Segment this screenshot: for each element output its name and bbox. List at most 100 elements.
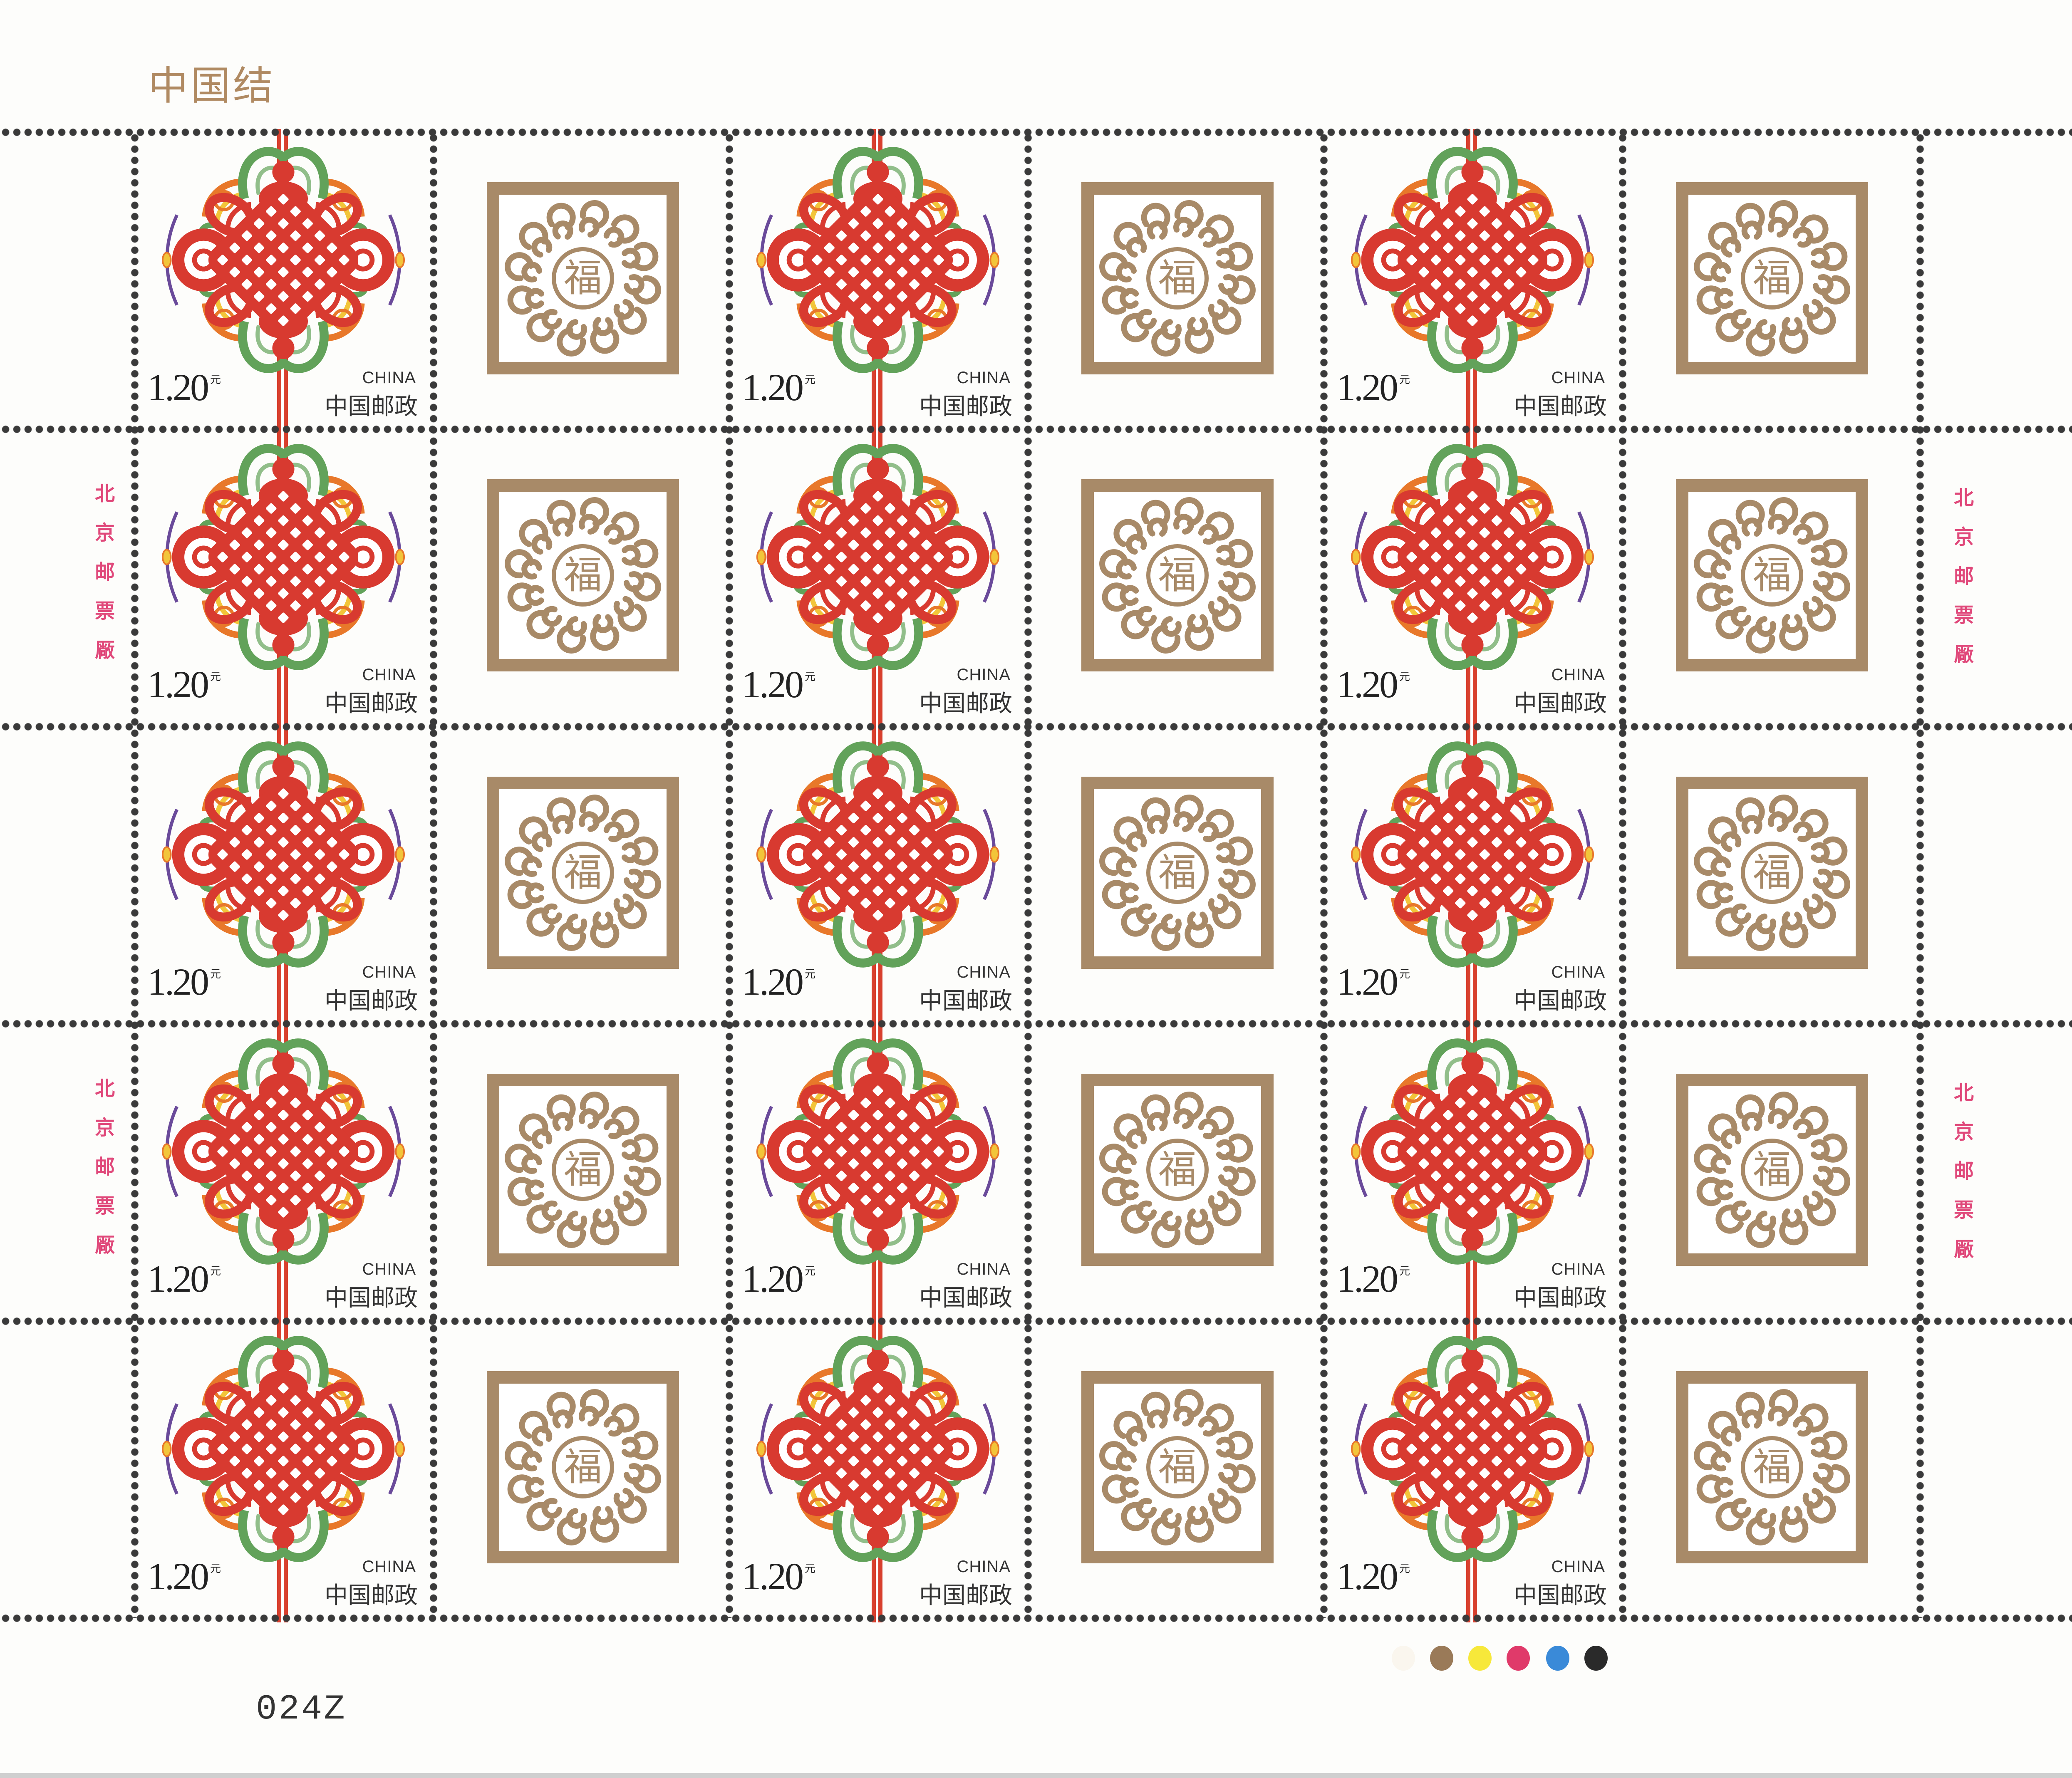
label-character: 福 xyxy=(1753,553,1791,597)
chinese-knot-icon xyxy=(1350,137,1595,383)
fu-pattern-icon: 福 xyxy=(1081,479,1274,671)
chinese-knot-icon xyxy=(1350,1326,1595,1572)
chinese-knot-icon xyxy=(161,137,406,383)
chinese-knot-icon xyxy=(161,1029,406,1274)
stamp: 1.20 元 CHINA 中国邮政 xyxy=(1324,727,1622,1024)
stamp-value-number: 1.20 xyxy=(1336,1258,1398,1300)
stamp-value-unit: 元 xyxy=(805,671,816,683)
imprint-character: 京 xyxy=(94,521,115,545)
serial-number: 024Z xyxy=(256,1690,347,1729)
stamp-value-number: 1.20 xyxy=(742,366,804,409)
perforation-row xyxy=(0,1613,2072,1624)
imprint-character: 北 xyxy=(94,482,115,505)
personalized-label: 福 xyxy=(1623,132,1921,429)
imprint-character: 京 xyxy=(1953,1120,1974,1144)
imprint-character: 票 xyxy=(1953,604,1974,627)
personalized-label: 福 xyxy=(1028,1321,1326,1618)
perforation-column xyxy=(428,132,439,1618)
fu-pattern-icon: 福 xyxy=(487,479,679,671)
fu-pattern-icon: 福 xyxy=(1081,1371,1274,1563)
stamp-issuer: 中国邮政 xyxy=(919,1285,1012,1312)
stamp-value-number: 1.20 xyxy=(147,961,209,1003)
fu-pattern-icon: 福 xyxy=(487,1371,679,1563)
stamp-value-unit: 元 xyxy=(210,1563,221,1575)
stamp-value-unit: 元 xyxy=(805,1265,816,1277)
stamp-issuer: 中国邮政 xyxy=(325,690,418,717)
stamp-value: 1.20 元 xyxy=(147,960,221,1004)
personalized-label: 福 xyxy=(434,429,731,726)
stamp-value-number: 1.20 xyxy=(1336,366,1398,409)
personalized-label: 福 xyxy=(1028,132,1326,429)
stamp: 1.20 元 CHINA 中国邮政 xyxy=(729,132,1027,429)
imprint-character: 票 xyxy=(94,1194,115,1218)
stamp-issuer: 中国邮政 xyxy=(1514,690,1607,717)
imprint-character: 厰 xyxy=(1953,1238,1974,1261)
stamp-country: CHINA xyxy=(957,666,1011,684)
stamp-value: 1.20 元 xyxy=(147,662,221,706)
stamp-value-number: 1.20 xyxy=(147,663,209,706)
stamp-issuer: 中国邮政 xyxy=(1514,988,1607,1015)
color-register-dot xyxy=(1468,1646,1492,1671)
stamp: 1.20 元 CHINA 中国邮政 xyxy=(729,1321,1027,1618)
stamp-value-number: 1.20 xyxy=(147,1555,209,1597)
stamp-issuer: 中国邮政 xyxy=(919,1582,1012,1609)
stamp-value: 1.20 元 xyxy=(147,1257,221,1301)
fu-pattern-icon: 福 xyxy=(487,777,679,969)
perforation-column xyxy=(1023,132,1034,1618)
stamp: 1.20 元 CHINA 中国邮政 xyxy=(135,727,433,1024)
stamp-country: CHINA xyxy=(362,1558,416,1576)
imprint-character: 邮 xyxy=(94,560,115,584)
stamp-value: 1.20 元 xyxy=(742,960,815,1004)
personalized-label: 福 xyxy=(1623,1321,1921,1618)
stamp-country: CHINA xyxy=(1551,1558,1605,1576)
stamp-value-unit: 元 xyxy=(210,968,221,980)
stamp-value: 1.20 元 xyxy=(742,365,815,409)
stamp-value-unit: 元 xyxy=(210,671,221,683)
label-character: 福 xyxy=(564,553,602,597)
perforation-column xyxy=(1915,132,1926,1618)
sheet-edge xyxy=(0,1773,2072,1778)
stamp-value: 1.20 元 xyxy=(1336,960,1410,1004)
chinese-knot-icon xyxy=(161,1326,406,1572)
stamp-value: 1.20 元 xyxy=(742,1554,815,1598)
label-character: 福 xyxy=(1158,553,1197,597)
color-register-dot xyxy=(1507,1646,1530,1671)
personalized-label: 福 xyxy=(434,727,731,1024)
label-character: 福 xyxy=(564,256,602,300)
stamp-value: 1.20 元 xyxy=(147,1554,221,1598)
stamp-value-number: 1.20 xyxy=(1336,663,1398,706)
stamp-value-number: 1.20 xyxy=(742,663,804,706)
label-character: 福 xyxy=(564,1445,602,1489)
label-character: 福 xyxy=(1753,1147,1791,1192)
stamp-value-unit: 元 xyxy=(1399,1265,1410,1277)
stamp-value-unit: 元 xyxy=(210,374,221,386)
stamp-value: 1.20 元 xyxy=(1336,1554,1410,1598)
stamp-value-unit: 元 xyxy=(805,1563,816,1575)
imprint-character: 北 xyxy=(94,1077,115,1100)
stamp: 1.20 元 CHINA 中国邮政 xyxy=(729,1024,1027,1321)
printer-imprint: 北京邮票厰 xyxy=(92,474,117,670)
label-character: 福 xyxy=(1158,256,1197,300)
stamp-value: 1.20 元 xyxy=(1336,662,1410,706)
perforation-row xyxy=(0,1316,2072,1327)
imprint-character: 厰 xyxy=(1953,643,1974,666)
fu-pattern-icon: 福 xyxy=(1676,1074,1868,1266)
stamp-value-number: 1.20 xyxy=(742,1555,804,1597)
fu-pattern-icon: 福 xyxy=(1081,182,1274,374)
stamp-country: CHINA xyxy=(362,963,416,981)
stamp-value-number: 1.20 xyxy=(147,1258,209,1300)
stamp: 1.20 元 CHINA 中国邮政 xyxy=(1324,132,1622,429)
personalized-label: 福 xyxy=(1028,429,1326,726)
stamp-country: CHINA xyxy=(362,1260,416,1278)
chinese-knot-icon xyxy=(1350,434,1595,680)
imprint-character: 邮 xyxy=(1953,565,1974,588)
stamp-issuer: 中国邮政 xyxy=(1514,1285,1607,1312)
color-register-dot xyxy=(1584,1646,1608,1671)
perforation-column xyxy=(1319,132,1329,1618)
stamp-issuer: 中国邮政 xyxy=(919,690,1012,717)
stamp-country: CHINA xyxy=(362,369,416,387)
color-register-dot xyxy=(1430,1646,1453,1671)
stamp-value-number: 1.20 xyxy=(742,1258,804,1300)
personalized-label: 福 xyxy=(434,1024,731,1321)
stamp-country: CHINA xyxy=(957,963,1011,981)
